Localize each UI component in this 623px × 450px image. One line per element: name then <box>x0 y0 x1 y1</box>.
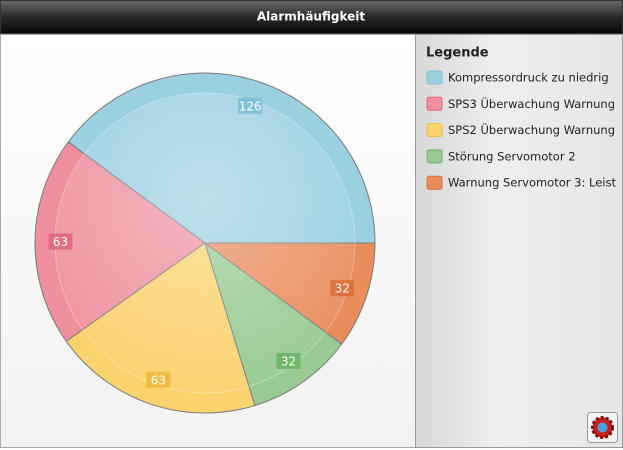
legend-swatch <box>426 175 443 190</box>
value-label: 63 <box>53 235 68 249</box>
legend-title: Legende <box>426 46 489 61</box>
value-label-box <box>48 233 73 250</box>
value-label-box <box>238 97 263 114</box>
value-label: 126 <box>239 99 262 113</box>
legend-swatch <box>426 149 443 164</box>
settings-icon[interactable] <box>587 412 618 443</box>
legend-swatch <box>426 123 443 138</box>
legend-label: Kompressordruck zu niedrig <box>448 71 609 85</box>
legend-panel <box>415 34 623 448</box>
legend-label: SPS2 Überwachung Warnung <box>448 121 615 137</box>
chart-title: Alarmhäufigkeit <box>257 10 365 24</box>
value-label: 32 <box>335 282 350 296</box>
legend-swatch <box>426 96 443 111</box>
value-label-box <box>330 280 355 297</box>
value-label-box <box>276 352 301 369</box>
title-bar <box>0 0 623 34</box>
legend-label: Störung Servomotor 2 <box>448 149 576 163</box>
value-label-box <box>146 371 171 388</box>
legend-swatch <box>426 70 443 85</box>
legend-label: Warnung Servomotor 3: Leist <box>448 176 616 190</box>
gloss <box>54 92 356 394</box>
gear-center <box>597 422 608 433</box>
value-label: 63 <box>151 373 166 387</box>
value-label: 32 <box>281 354 296 368</box>
legend-label: SPS3 Überwachung Warnung <box>448 95 615 111</box>
